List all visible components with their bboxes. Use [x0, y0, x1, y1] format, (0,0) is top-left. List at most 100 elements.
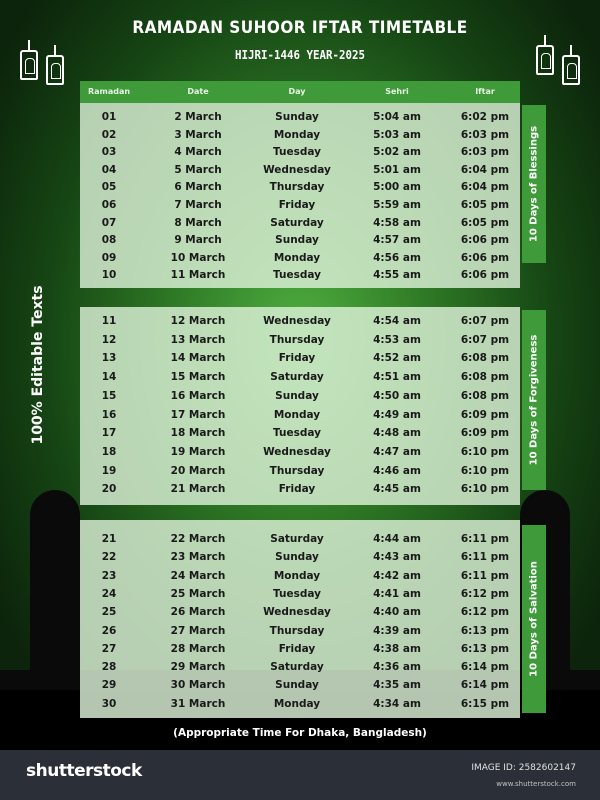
cell-date: 25 March — [170, 587, 226, 600]
table-row: 15 16 March Sunday 4:50 am 6:08 pm — [80, 390, 520, 406]
cell-sehri-time: 4:52 am — [373, 352, 421, 365]
cell-ramadan-day: 06 — [101, 199, 117, 211]
lantern-icon — [536, 35, 554, 75]
cell-sehri-time: 4:58 am — [373, 216, 421, 229]
cell-date: 31 March — [170, 697, 226, 710]
column-header-date: Date — [187, 87, 209, 96]
cell-iftar-time: 6:09 pm — [460, 408, 510, 421]
cell-weekday: Wednesday — [263, 163, 331, 176]
cell-ramadan-day: 10 — [101, 269, 117, 282]
cell-date: 27 March — [170, 624, 226, 637]
cell-sehri-time: 4:49 am — [373, 408, 421, 421]
table-row: 19 20 March Thursday 4:46 am 6:10 pm — [80, 465, 520, 481]
cell-weekday: Thursday — [269, 333, 325, 346]
table-row: 23 24 March Monday 4:42 am 6:11 pm — [80, 570, 520, 586]
cell-ramadan-day: 04 — [101, 163, 117, 176]
table-row: 29 30 March Sunday 4:35 am 6:14 pm — [80, 679, 520, 695]
section-label-tab: 10 Days of Blessings — [522, 105, 546, 263]
cell-ramadan-day: 15 — [101, 389, 117, 402]
cell-iftar-time: 6:11 pm — [460, 551, 510, 564]
cell-weekday: Tuesday — [273, 269, 321, 282]
cell-sehri-time: 4:57 am — [373, 234, 421, 247]
cell-iftar-time: 6:06 pm — [460, 269, 510, 282]
cell-iftar-time: 6:05 pm — [460, 216, 510, 229]
cell-iftar-time: 6:14 pm — [460, 661, 510, 674]
cell-sehri-time: 4:34 am — [373, 697, 421, 710]
cell-sehri-time: 5:01 am — [373, 163, 421, 176]
lantern-icon — [20, 40, 38, 80]
cell-sehri-time: 4:55 am — [373, 269, 421, 282]
cell-sehri-time: 4:40 am — [373, 606, 421, 619]
table-row: 27 28 March Friday 4:38 am 6:13 pm — [80, 643, 520, 659]
table-row: 16 17 March Monday 4:49 am 6:09 pm — [80, 409, 520, 425]
cell-weekday: Saturday — [270, 661, 324, 674]
cell-ramadan-day: 20 — [101, 483, 117, 496]
table-row: 05 6 March Thursday 5:00 am 6:04 pm — [80, 181, 520, 197]
cell-iftar-time: 6:15 pm — [460, 697, 510, 710]
image-id: IMAGE ID: 2582602147 — [471, 763, 576, 773]
cell-iftar-time: 6:07 pm — [460, 315, 510, 327]
cell-weekday: Thursday — [269, 464, 325, 477]
table-row: 20 21 March Friday 4:45 am 6:10 pm — [80, 483, 520, 499]
section-label: 10 Days of Salvation — [528, 561, 540, 677]
table-row: 21 22 March Saturday 4:44 am 6:11 pm — [80, 533, 520, 549]
cell-ramadan-day: 27 — [101, 642, 117, 655]
cell-weekday: Friday — [278, 199, 316, 211]
shutterstock-logo: shutterstock — [26, 761, 142, 781]
cell-ramadan-day: 05 — [101, 181, 117, 194]
cell-weekday: Monday — [273, 569, 321, 582]
cell-weekday: Friday — [278, 642, 316, 655]
cell-ramadan-day: 13 — [101, 352, 117, 365]
cell-date: 13 March — [170, 333, 226, 346]
section-label-tab: 10 Days of Forgiveness — [522, 310, 546, 490]
cell-sehri-time: 4:53 am — [373, 333, 421, 346]
cell-iftar-time: 6:07 pm — [460, 333, 510, 346]
cell-date: 5 March — [174, 163, 222, 176]
cell-iftar-time: 6:06 pm — [460, 234, 510, 247]
table-row: 13 14 March Friday 4:52 am 6:08 pm — [80, 352, 520, 368]
table-row: 12 13 March Thursday 4:53 am 6:07 pm — [80, 334, 520, 350]
cell-ramadan-day: 17 — [101, 427, 117, 440]
cell-weekday: Saturday — [270, 533, 324, 545]
cell-ramadan-day: 29 — [101, 679, 117, 692]
cell-date: 29 March — [170, 661, 226, 674]
cell-sehri-time: 5:03 am — [373, 128, 421, 141]
table-row: 09 10 March Monday 4:56 am 6:06 pm — [80, 252, 520, 268]
cell-date: 17 March — [170, 408, 226, 421]
table-row: 18 19 March Wednesday 4:47 am 6:10 pm — [80, 446, 520, 462]
cell-weekday: Sunday — [275, 551, 319, 564]
cell-date: 12 March — [170, 315, 226, 327]
cell-date: 30 March — [170, 679, 226, 692]
cell-date: 3 March — [174, 128, 222, 141]
cell-weekday: Sunday — [275, 234, 319, 247]
table-row: 30 31 March Monday 4:34 am 6:15 pm — [80, 698, 520, 714]
cell-weekday: Tuesday — [273, 587, 321, 600]
cell-ramadan-day: 19 — [101, 464, 117, 477]
cell-date: 16 March — [170, 389, 226, 402]
column-header-sehri: Sehri — [385, 87, 409, 96]
cell-weekday: Sunday — [275, 389, 319, 402]
cell-date: 11 March — [170, 269, 226, 282]
cell-date: 14 March — [170, 352, 226, 365]
cell-weekday: Monday — [273, 408, 321, 421]
cell-iftar-time: 6:14 pm — [460, 679, 510, 692]
cell-iftar-time: 6:10 pm — [460, 464, 510, 477]
cell-ramadan-day: 23 — [101, 569, 117, 582]
cell-weekday: Sunday — [275, 679, 319, 692]
cell-iftar-time: 6:03 pm — [460, 146, 510, 159]
cell-ramadan-day: 02 — [101, 128, 117, 141]
location-note: (Appropriate Time For Dhaka, Bangladesh) — [173, 727, 427, 739]
cell-ramadan-day: 22 — [101, 551, 117, 564]
cell-weekday: Sunday — [275, 111, 319, 123]
table-row: 25 26 March Wednesday 4:40 am 6:12 pm — [80, 606, 520, 622]
cell-iftar-time: 6:11 pm — [460, 569, 510, 582]
cell-iftar-time: 6:12 pm — [460, 606, 510, 619]
cell-weekday: Thursday — [269, 624, 325, 637]
cell-iftar-time: 6:12 pm — [460, 587, 510, 600]
cell-ramadan-day: 07 — [101, 216, 117, 229]
cell-iftar-time: 6:08 pm — [460, 389, 510, 402]
cell-date: 19 March — [170, 445, 226, 458]
cell-sehri-time: 4:46 am — [373, 464, 421, 477]
table-row: 03 4 March Tuesday 5:02 am 6:03 pm — [80, 146, 520, 162]
cell-weekday: Friday — [278, 483, 316, 496]
